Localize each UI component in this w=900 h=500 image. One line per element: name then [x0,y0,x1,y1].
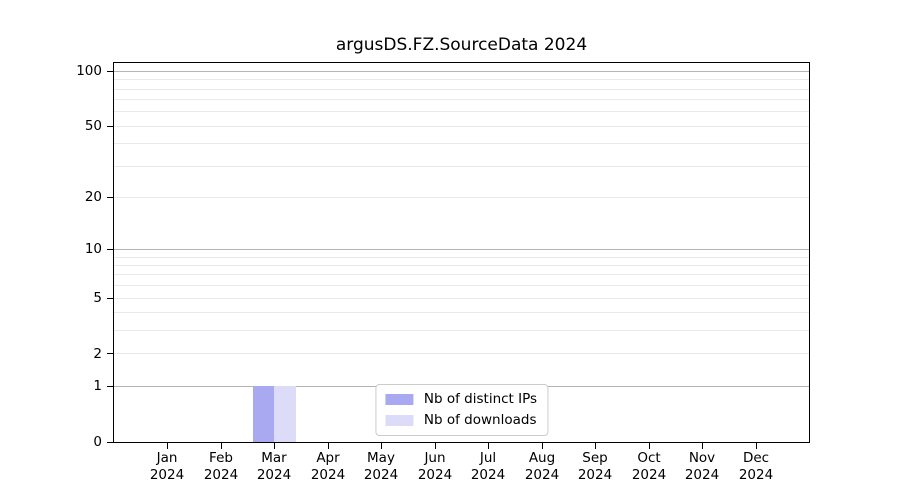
y-grid-minor-80 [114,89,809,90]
x-tick-sep [595,443,596,449]
y-tick-50 [107,126,113,127]
y-grid-minor-3 [114,330,809,331]
y-tick-100 [107,71,113,72]
y-grid-minor-4 [114,312,809,313]
y-grid-minor-5 [114,298,809,299]
legend-swatch-distinct-ips-icon [384,394,413,405]
y-grid-minor-70 [114,99,809,100]
y-grid-minor-6 [114,285,809,286]
legend-item-downloads: Nb of downloads [384,412,537,429]
y-tick-10 [107,249,113,250]
chart-title: argusDS.FZ.SourceData 2024 [335,35,588,55]
y-tick-20 [107,197,113,198]
y-grid-minor-40 [114,143,809,144]
x-tick-apr [328,443,329,449]
x-tick-label-sep: Sep 2024 [577,450,613,483]
legend-label-downloads: Nb of downloads [423,412,537,428]
y-grid-minor-20 [114,197,809,198]
x-tick-label-dec: Dec 2024 [738,450,774,483]
x-tick-label-jan: Jan 2024 [149,450,185,483]
x-tick-label-feb: Feb 2024 [203,450,239,483]
y-grid-minor-30 [114,166,809,167]
y-tick-label-1: 1 [93,378,102,394]
y-grid-minor-8 [114,265,809,266]
y-tick-label-5: 5 [93,290,102,306]
x-tick-jun [435,443,436,449]
y-grid-minor-7 [114,274,809,275]
y-tick-2 [107,353,113,354]
x-tick-aug [542,443,543,449]
y-grid-minor-60 [114,111,809,112]
y-tick-label-0: 0 [93,434,102,450]
x-tick-label-apr: Apr 2024 [310,450,346,483]
x-tick-label-jun: Jun 2024 [417,450,453,483]
y-grid-major-100 [114,71,809,72]
y-tick-5 [107,298,113,299]
x-tick-jan [167,443,168,449]
legend-swatch-downloads-icon [384,415,413,426]
x-tick-label-may: May 2024 [363,450,399,483]
legend-item-distinct-ips: Nb of distinct IPs [384,391,538,408]
plot-area: Nb of distinct IPs Nb of downloads 0 1 2 5 1… [76,62,810,483]
y-grid-major-10 [114,249,809,250]
y-tick-1 [107,386,113,387]
x-tick-mar [274,443,275,449]
y-grid-minor-2 [114,353,809,354]
x-tick-dec [756,443,757,449]
x-tick-oct [649,443,650,449]
y-tick-label-100: 100 [76,63,102,79]
x-tick-label-jul: Jul 2024 [470,450,506,483]
y-grid-minor-50 [114,126,809,127]
x-tick-label-mar: Mar 2024 [256,450,292,483]
x-tick-jul [488,443,489,449]
legend: Nb of distinct IPs Nb of downloads [374,384,549,436]
x-tick-label-oct: Oct 2024 [631,450,667,483]
y-tick-label-10: 10 [84,241,102,257]
x-tick-label-nov: Nov 2024 [684,450,720,483]
x-tick-may [381,443,382,449]
bar-nb-of-downloads-mar [274,386,296,442]
y-tick-label-20: 20 [84,189,102,205]
y-tick-label-2: 2 [93,346,102,362]
y-tick-0 [107,442,113,443]
x-tick-label-aug: Aug 2024 [524,450,560,483]
y-grid-minor-9 [114,257,809,258]
legend-label-distinct-ips: Nb of distinct IPs [423,391,538,407]
y-tick-label-50: 50 [84,118,102,134]
y-grid-minor-90 [114,79,809,80]
x-tick-feb [221,443,222,449]
x-tick-nov [702,443,703,449]
bar-nb-of-distinct-ips-mar [253,386,275,442]
